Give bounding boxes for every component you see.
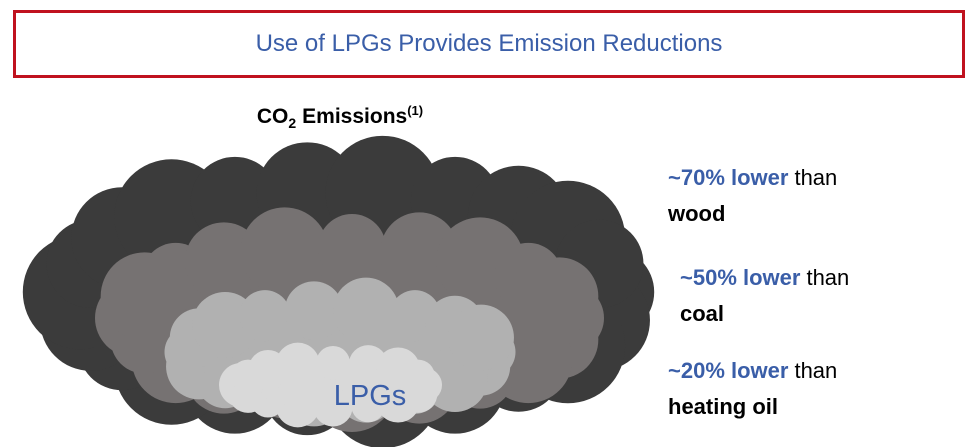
amount: ~20% lower [668, 358, 788, 383]
amount: ~50% lower [680, 265, 800, 290]
fuel: coal [680, 296, 849, 332]
cloud-puff [276, 343, 320, 387]
cloud-puff [318, 214, 386, 282]
cloud-label: LPGs [334, 380, 407, 412]
connector: than [806, 265, 849, 290]
fuel: heating oil [668, 389, 837, 425]
cloud-puff [448, 305, 514, 371]
amount: ~70% lower [668, 165, 788, 190]
page: Use of LPGs Provides Emission Reductions… [0, 0, 977, 447]
connector: than [794, 165, 837, 190]
connector: than [794, 358, 837, 383]
cloud-puff [333, 278, 399, 344]
cloud-puff [240, 290, 291, 341]
fuel: wood [668, 196, 837, 232]
cloud-puff [316, 346, 350, 380]
cloud-puff [520, 257, 598, 335]
